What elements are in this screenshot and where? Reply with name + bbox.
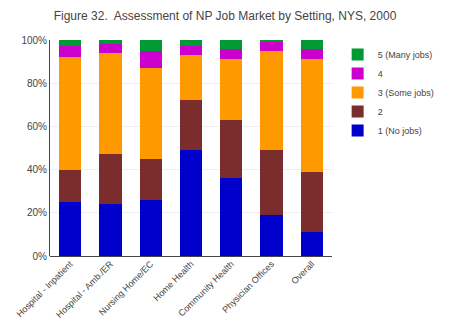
svg-text:0%: 0% <box>33 251 48 262</box>
svg-text:Nursing Home/EC: Nursing Home/EC <box>97 259 156 318</box>
svg-text:60%: 60% <box>27 121 47 132</box>
svg-text:20%: 20% <box>27 207 47 218</box>
svg-text:40%: 40% <box>27 164 47 175</box>
svg-text:3 (Some jobs): 3 (Some jobs) <box>378 88 434 98</box>
svg-text:Community Health: Community Health <box>176 259 235 318</box>
svg-text:Hospital - Amb./ER: Hospital - Amb./ER <box>54 259 115 320</box>
svg-text:80%: 80% <box>27 78 47 89</box>
svg-text:5 (Many jobs): 5 (Many jobs) <box>378 50 433 60</box>
svg-text:4: 4 <box>378 69 383 79</box>
svg-text:Home Health: Home Health <box>151 259 195 303</box>
svg-text:Figure 32. Assessment of NP J: Figure 32. Assessment of NP Job Market b… <box>54 9 397 23</box>
svg-text:100%: 100% <box>21 35 47 46</box>
svg-text:Hospital - Inpatient: Hospital - Inpatient <box>15 259 75 319</box>
svg-text:Overall: Overall <box>289 259 316 286</box>
svg-text:Physician Offices: Physician Offices <box>220 259 276 315</box>
svg-text:1 (No jobs): 1 (No jobs) <box>378 126 422 136</box>
svg-text:2: 2 <box>378 107 383 117</box>
